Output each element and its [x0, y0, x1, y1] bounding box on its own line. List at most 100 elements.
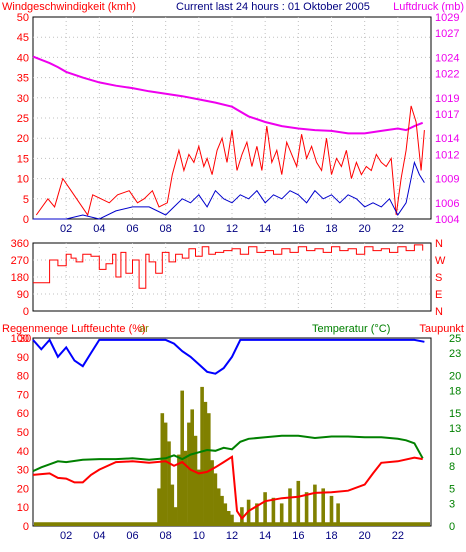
rain-bar	[207, 413, 211, 526]
wind-time-tick-label: 22	[392, 223, 404, 235]
humidity-time-axis: 02 04 06 08 10 12 14 16 18 20 22	[60, 530, 404, 542]
wind-time-tick-label: 12	[226, 223, 238, 235]
rain-bar	[220, 495, 224, 526]
temperature-line	[32, 434, 424, 473]
dewpoint-axis-label: Taupunkt	[419, 323, 464, 335]
temperature-tick-label: 3	[449, 498, 455, 510]
wind-direction-grid	[33, 243, 431, 311]
humidity-time-tick-label: 14	[259, 530, 271, 542]
humidity-tick-label: 50	[17, 427, 29, 439]
rain-bar	[246, 499, 251, 526]
wind-speed-tick-label: 25	[17, 113, 29, 125]
rain-bar	[263, 492, 267, 526]
rain-bar	[279, 503, 284, 526]
humidity-time-tick-label: 12	[226, 530, 238, 542]
rain-humidity-axis-label: Regenmenge Luftfeuchte (%)	[2, 323, 146, 335]
humidity-tick-label: 90	[17, 352, 29, 364]
temperature-tick-label: 0	[449, 521, 455, 533]
rain-bar	[321, 488, 325, 526]
pressure-tick-label: 1006	[435, 198, 459, 210]
pressure-tick-label: 1019	[435, 93, 459, 105]
humidity-time-tick-label: 04	[93, 530, 105, 542]
wind-speed-axis-label: Windgeschwindigkeit (kmh)	[2, 1, 136, 13]
temperature-tick-label: 18	[449, 386, 461, 398]
rain-bar	[210, 460, 214, 526]
pressure-tick-label: 1024	[435, 52, 459, 64]
wind-speed-axis: 0 5 10 15 20 25 30 35 40 45 50	[17, 12, 29, 226]
rain-bar	[157, 488, 161, 526]
wind-speed-tick-label: 0	[23, 214, 29, 226]
wind-speed-tick-label: 10	[17, 174, 29, 186]
rain-bar	[163, 422, 168, 526]
wind-speed-tick-label: 30	[17, 93, 29, 105]
rain-bar	[313, 484, 317, 526]
temperature-axis: 0 3 5 8 10 13 15 18 20 23 25	[449, 333, 461, 533]
pressure-axis: 1004 1006 1009 1012 1014 1017 1019 1022 1024 1027…	[435, 12, 459, 226]
humidity-tick-label: 40	[17, 446, 29, 458]
pressure-tick-label: 1009	[435, 174, 459, 186]
humidity-time-tick-label: 20	[359, 530, 371, 542]
rain-bar	[197, 469, 201, 526]
pressure-tick-label: 1027	[435, 28, 459, 40]
compass-tick-label: E	[435, 289, 442, 301]
rain-bar	[223, 503, 228, 526]
rain-bar	[200, 386, 204, 526]
compass-tick-label: S	[435, 272, 442, 284]
pressure-tick-label: 1022	[435, 69, 459, 81]
wind-gust-line	[35, 105, 425, 217]
compass-tick-label: N	[435, 238, 443, 250]
humidity-time-tick-label: 10	[193, 530, 205, 542]
rain-bar	[167, 441, 171, 526]
pressure-tick-label: 1017	[435, 109, 459, 121]
pressure-tick-label: 1004	[435, 214, 459, 226]
rain-bar	[190, 409, 194, 526]
humidity-temperature-plot-area	[32, 337, 432, 527]
wind-speed-tick-label: 35	[17, 73, 29, 85]
rain-bar	[213, 473, 218, 526]
rain-humidity-label-suffix: ar	[139, 323, 149, 335]
rain-bar	[255, 503, 259, 526]
temperature-tick-label: 20	[449, 371, 461, 383]
wind-speed-tick-label: 5	[23, 194, 29, 206]
temperature-tick-label: 10	[449, 446, 461, 458]
humidity-tick-label: 70	[17, 389, 29, 401]
pressure-tick-label: 1029	[435, 12, 459, 24]
dewpoint-line	[32, 455, 423, 521]
temperature-tick-label: 25	[449, 333, 461, 345]
humidity-time-tick-label: 02	[60, 530, 72, 542]
wind-speed-tick-label: 15	[17, 153, 29, 165]
wind-time-tick-label: 14	[259, 223, 271, 235]
pressure-tick-label: 1012	[435, 149, 459, 161]
humidity-time-tick-label: 18	[325, 530, 337, 542]
wind-direction-plot-area	[32, 242, 432, 312]
humidity-time-tick-label: 22	[392, 530, 404, 542]
humidity-tick-label: 0	[23, 521, 29, 533]
humidity-tick-label: 60	[17, 408, 29, 420]
wind-time-tick-label: 06	[126, 223, 138, 235]
direction-degree-tick-label: 180	[11, 272, 29, 284]
rain-bar	[193, 435, 198, 526]
wind-pressure-series	[32, 55, 425, 220]
rain-bar	[329, 495, 334, 526]
humidity-time-tick-label: 06	[126, 530, 138, 542]
humidity-tick-label: 10	[17, 502, 29, 514]
direction-degree-tick-label: 0	[23, 306, 29, 318]
rain-bar	[296, 480, 301, 526]
rain-bar	[170, 484, 175, 526]
rain-bar	[173, 507, 178, 526]
wind-chart-title: Current last 24 hours : 01 Oktober 2005	[176, 1, 370, 13]
rain-bar	[160, 413, 165, 526]
wind-time-axis: 02 04 06 08 10 12 14 16 18 20 22	[60, 223, 404, 235]
wind-pressure-grid	[33, 17, 431, 219]
humidity-tick-label: 100	[11, 333, 29, 345]
wind-speed-tick-label: 45	[17, 32, 29, 44]
temperature-tick-label: 5	[449, 483, 455, 495]
rain-bar	[177, 454, 181, 526]
wind-time-tick-label: 16	[292, 223, 304, 235]
rain-bar	[230, 514, 234, 526]
